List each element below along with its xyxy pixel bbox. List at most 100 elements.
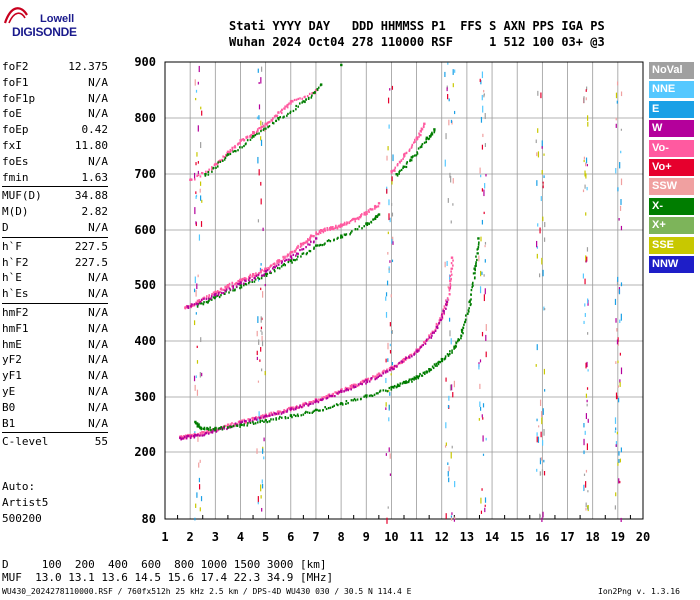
echo-point: [269, 420, 271, 422]
noise-speck: [445, 160, 446, 167]
echo-point: [433, 332, 435, 334]
echo-point: [303, 404, 305, 406]
noise-speck: [485, 335, 486, 341]
noise-speck: [454, 481, 455, 487]
echo-point: [441, 358, 443, 360]
echo-point: [403, 360, 405, 362]
echo-point: [422, 375, 424, 377]
echo-point: [406, 381, 408, 383]
noise-speck: [257, 157, 258, 163]
noise-speck: [196, 375, 197, 378]
x-tick-label: 16: [535, 530, 549, 544]
echo-point: [398, 173, 400, 175]
noise-speck: [388, 390, 389, 392]
noise-speck: [483, 189, 484, 196]
echo-point: [290, 408, 292, 410]
noise-speck: [621, 179, 622, 186]
noise-speck: [481, 511, 482, 514]
echo-point: [227, 284, 229, 286]
echo-point: [303, 252, 305, 254]
noise-speck: [451, 512, 452, 515]
noise-speck: [621, 314, 622, 321]
noise-speck: [194, 289, 195, 293]
echo-point: [299, 249, 301, 251]
echo-point: [391, 388, 393, 390]
echo-point: [228, 291, 230, 293]
echo-point: [471, 289, 473, 291]
echo-point: [424, 373, 426, 375]
noise-speck: [261, 495, 262, 498]
noise-speck: [542, 183, 543, 185]
echo-point: [201, 434, 203, 436]
echo-point: [297, 98, 299, 100]
noise-speck: [199, 478, 200, 482]
noise-speck: [388, 232, 389, 234]
echo-point: [282, 256, 284, 258]
echo-point: [324, 230, 326, 232]
noise-speck: [621, 282, 622, 286]
echo-point: [208, 298, 210, 300]
echo-point: [269, 121, 271, 123]
echo-point: [250, 274, 252, 276]
echo-point: [312, 402, 314, 404]
echo-point: [259, 420, 261, 422]
echo-point: [365, 222, 367, 224]
noise-speck: [195, 277, 196, 284]
echo-point: [431, 132, 433, 134]
echo-point: [363, 380, 365, 382]
noise-speck: [486, 324, 487, 331]
noise-speck: [444, 72, 445, 77]
echo-point: [304, 96, 306, 98]
echo-point: [478, 244, 480, 246]
echo-point: [431, 335, 433, 337]
noise-speck: [198, 161, 199, 164]
noise-speck: [389, 392, 390, 396]
echo-point: [204, 173, 206, 175]
echo-point: [214, 291, 216, 293]
noise-speck: [616, 444, 617, 447]
echo-point: [219, 161, 221, 163]
noise-speck: [542, 146, 543, 149]
noise-speck: [479, 418, 480, 421]
noise-speck: [447, 87, 448, 91]
noise-speck: [536, 469, 537, 472]
echo-point: [478, 241, 480, 243]
noise-speck: [587, 247, 588, 251]
noise-speck: [621, 447, 622, 452]
echo-point: [394, 167, 396, 169]
echo-point: [447, 297, 449, 299]
echo-point: [194, 178, 196, 180]
noise-speck: [620, 199, 621, 205]
echo-point: [409, 159, 411, 161]
echo-point: [422, 344, 424, 346]
noise-speck: [621, 129, 622, 131]
echo-point: [421, 346, 423, 348]
noise-speck: [390, 322, 391, 326]
echo-point: [203, 301, 205, 303]
noise-speck: [587, 490, 588, 492]
echo-point: [368, 211, 370, 213]
noise-speck: [586, 158, 587, 164]
noise-speck: [542, 140, 543, 147]
echo-point: [220, 294, 222, 296]
echo-point: [271, 120, 273, 122]
echo-point: [299, 405, 301, 407]
noise-speck: [587, 505, 588, 508]
echo-point: [241, 286, 243, 288]
echo-point: [276, 115, 278, 117]
noise-speck: [447, 462, 448, 465]
echo-point: [465, 314, 467, 316]
echo-point: [302, 100, 304, 102]
echo-point: [318, 87, 320, 89]
noise-speck: [199, 234, 200, 240]
echo-point: [214, 427, 216, 429]
noise-speck: [385, 407, 386, 410]
noise-speck: [585, 481, 586, 488]
noise-speck: [617, 432, 618, 435]
noise-speck: [583, 439, 584, 445]
echo-point: [218, 292, 220, 294]
echo-point: [430, 337, 432, 339]
echo-point: [368, 223, 370, 225]
echo-point: [460, 335, 462, 337]
